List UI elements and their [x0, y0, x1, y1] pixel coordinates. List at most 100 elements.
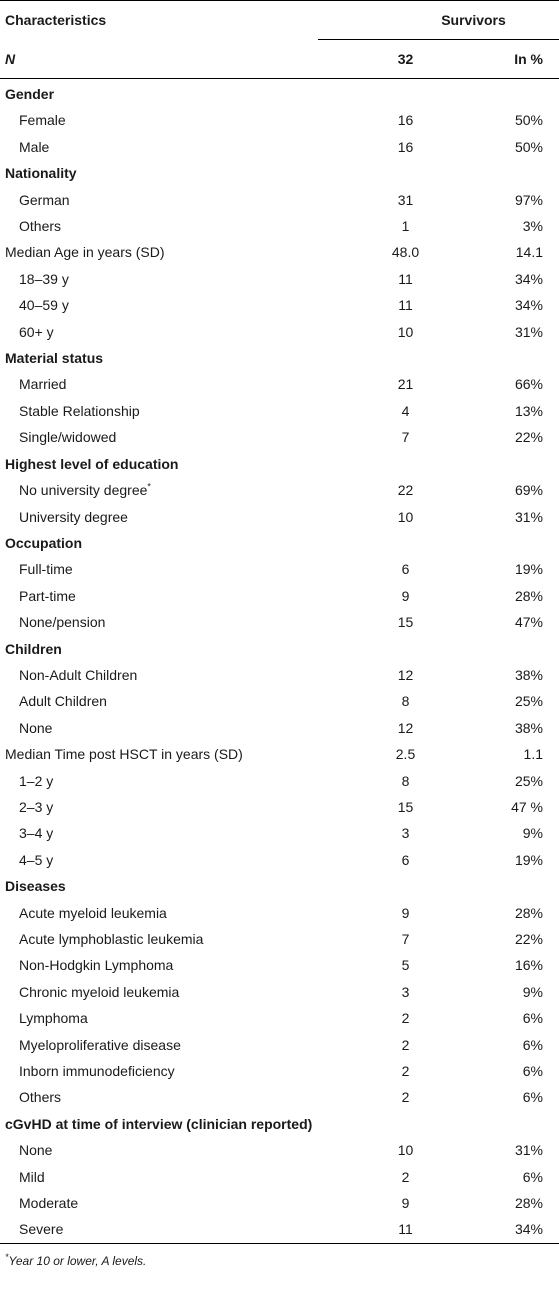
percent-cell: 34%: [514, 270, 543, 287]
percent-cell: 22%: [514, 931, 543, 947]
count-cell: 12: [397, 666, 414, 683]
section-row: Occupation: [0, 530, 559, 556]
table-row: 60+ y 10 31%: [0, 319, 559, 345]
count-cell: 3: [401, 825, 410, 842]
row-label: Others: [0, 213, 318, 239]
percent-cell: 19%: [514, 851, 543, 868]
table-row: German 31 97%: [0, 187, 559, 213]
table-header: Characteristics Survivors N 32 In %: [0, 0, 559, 79]
table-row: Myeloproliferative disease 2 6%: [0, 1032, 559, 1058]
row-label-text: German: [19, 191, 70, 208]
table-row: 3–4 y 3 9%: [0, 820, 559, 846]
section-label: Diseases: [0, 873, 318, 899]
percent-cell: [433, 873, 559, 899]
row-label: 40–59 y: [0, 292, 318, 318]
row-label: Full-time: [0, 556, 318, 582]
percent-cell: 31%: [514, 323, 543, 340]
row-label: Stable Relationship: [0, 398, 318, 424]
footnote-text: Year 10 or lower, A levels.: [8, 1253, 147, 1268]
count-cell: 3: [401, 983, 410, 1000]
row-label-text: Children: [5, 640, 62, 657]
table-row: Male 16 50%: [0, 134, 559, 160]
n-value-header: 32: [318, 39, 433, 79]
count-cell: 4: [401, 402, 410, 419]
percent-cell: 16%: [514, 957, 543, 974]
percent-cell: 19%: [514, 561, 543, 578]
table-row: University degree 10 31%: [0, 504, 559, 530]
percent-cell: 6%: [522, 1089, 543, 1106]
percent-cell: 47%: [514, 614, 543, 631]
table-row: Part-time 9 28%: [0, 583, 559, 609]
table-row: Others 1 3%: [0, 213, 559, 239]
count-cell: [318, 345, 433, 371]
row-label: Part-time: [0, 583, 318, 609]
row-label: Lymphoma: [0, 1005, 318, 1031]
table-row: Chronic myeloid leukemia 3 9%: [0, 979, 559, 1005]
row-label-text: 2–3 y: [19, 798, 54, 815]
percent-cell: [433, 451, 559, 477]
table-row: 4–5 y 6 19%: [0, 847, 559, 873]
count-cell: 2: [401, 1010, 410, 1027]
footnote-marker: *: [5, 1251, 9, 1262]
row-label: 4–5 y: [0, 847, 318, 873]
count-cell: 2: [401, 1063, 410, 1080]
percent-cell: 34%: [514, 297, 543, 314]
row-label: Adult Children: [0, 688, 318, 714]
percent-cell: 3%: [522, 218, 543, 235]
count-cell: 2: [401, 1089, 410, 1106]
count-cell: 2: [401, 1036, 410, 1053]
section-row: Diseases: [0, 873, 559, 899]
count-cell: [318, 451, 433, 477]
row-label-text: Material status: [5, 350, 104, 367]
table-row: Stable Relationship 4 13%: [0, 398, 559, 424]
row-label: Acute lymphoblastic leukemia: [0, 926, 318, 952]
percent-cell: 25%: [514, 693, 543, 710]
percent-cell: 38%: [514, 666, 543, 683]
count-cell: 8: [401, 693, 410, 710]
table-row: 1–2 y 8 25%: [0, 768, 559, 794]
row-label-text: Inborn immunodeficiency: [19, 1063, 175, 1080]
table-row: Others 2 6%: [0, 1084, 559, 1110]
table-footnote: *Year 10 or lower, A levels.: [0, 1244, 559, 1268]
count-cell: [318, 530, 433, 556]
table-row: Severe 11 34%: [0, 1216, 559, 1244]
count-cell: [318, 79, 433, 108]
percent-cell: 28%: [514, 587, 543, 604]
section-label: Nationality: [0, 160, 318, 186]
row-label-text: None: [19, 719, 53, 736]
percent-cell: 66%: [514, 376, 543, 393]
section-label: Material status: [0, 345, 318, 371]
table-row: 18–39 y 11 34%: [0, 266, 559, 292]
row-label-text: 4–5 y: [19, 851, 54, 868]
percent-cell: 50%: [514, 138, 543, 155]
row-label: Inborn immunodeficiency: [0, 1058, 318, 1084]
row-label: 18–39 y: [0, 266, 318, 292]
percent-cell: [433, 79, 559, 108]
table-row: Non-Adult Children 12 38%: [0, 662, 559, 688]
table-row: Female 16 50%: [0, 107, 559, 133]
row-label-text: Others: [19, 1089, 62, 1106]
section-label: Highest level of education: [0, 451, 318, 477]
percent-cell: 25%: [514, 772, 543, 789]
row-label-text: Gender: [5, 86, 55, 102]
row-label-text: 60+ y: [19, 323, 54, 340]
row-label: No university degree*: [0, 477, 318, 503]
count-cell: 11: [398, 270, 413, 287]
row-label: Single/widowed: [0, 424, 318, 450]
row-label-text: Mild: [19, 1168, 45, 1185]
row-label: Median Age in years (SD): [0, 239, 318, 265]
percent-cell: 69%: [514, 482, 543, 499]
percent-cell: [433, 345, 559, 371]
row-label-text: Chronic myeloid leukemia: [19, 983, 180, 1000]
percent-cell: 28%: [514, 1195, 543, 1212]
n-label-header: N: [0, 39, 318, 79]
row-label-text: 3–4 y: [19, 825, 54, 842]
row-label-text: Highest level of education: [5, 455, 179, 472]
row-label: None: [0, 1137, 318, 1163]
row-label: Female: [0, 107, 318, 133]
row-label-text: Severe: [19, 1221, 64, 1238]
row-label: None: [0, 715, 318, 741]
row-label-text: None/pension: [19, 614, 106, 631]
count-cell: 1: [401, 218, 410, 235]
row-label-text: Moderate: [19, 1195, 79, 1212]
